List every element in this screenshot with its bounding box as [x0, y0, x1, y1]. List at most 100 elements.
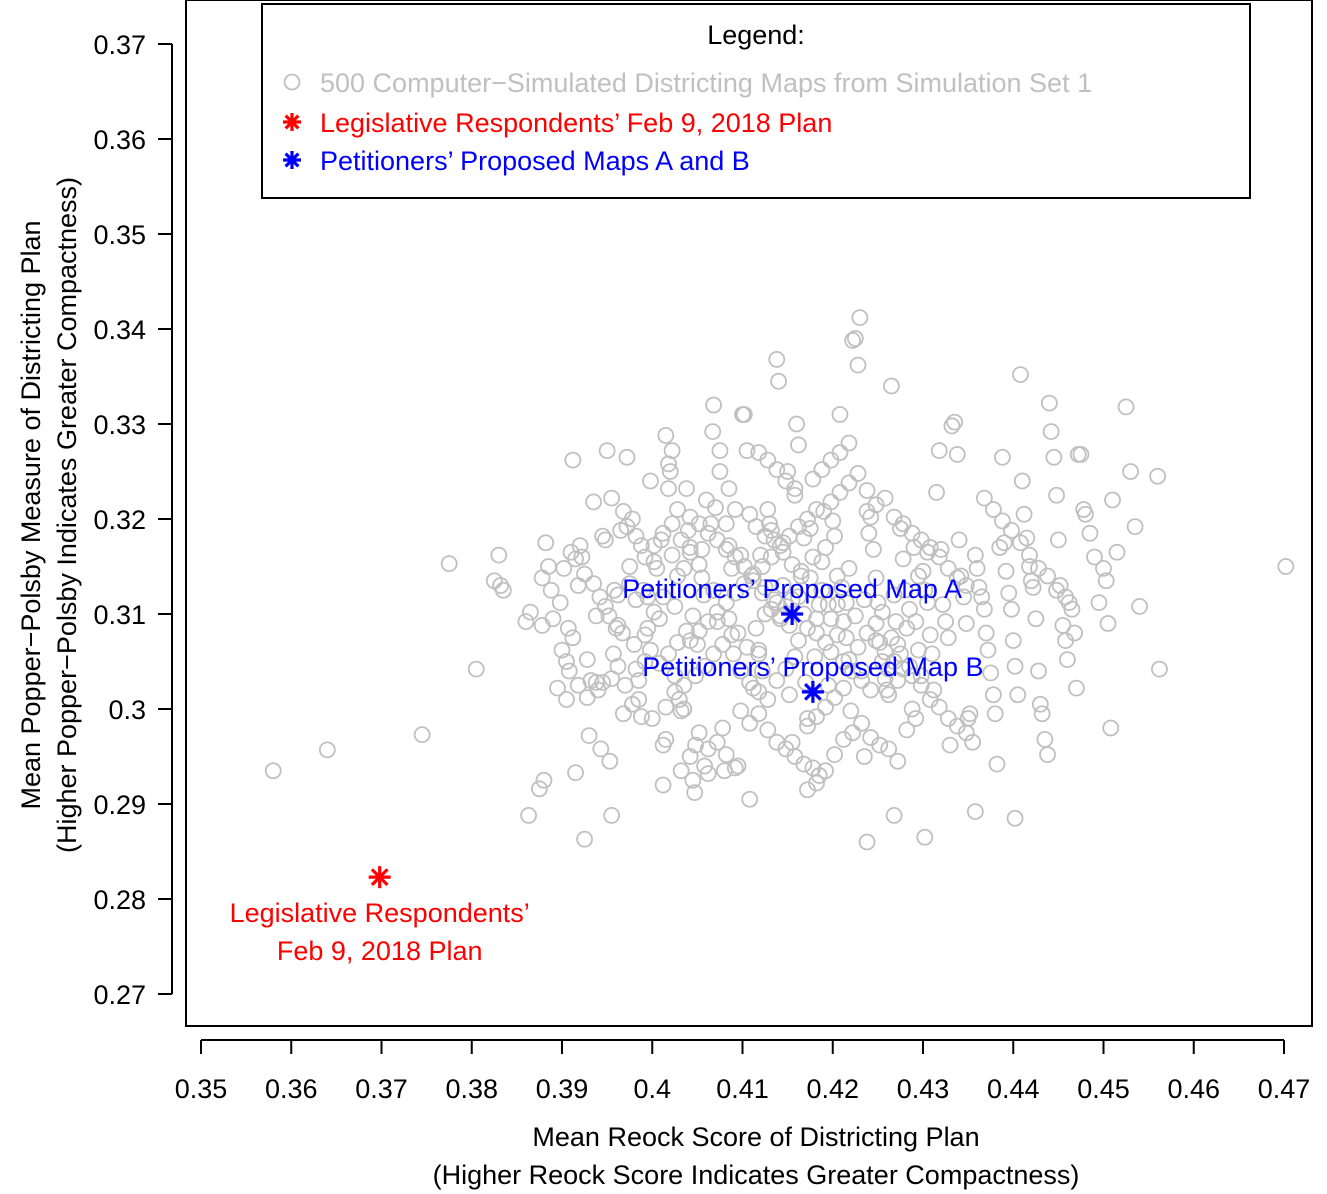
data-point-simulated — [693, 541, 711, 558]
data-point-simulated — [413, 726, 431, 744]
data-point-simulated — [744, 565, 762, 583]
data-point-simulated — [849, 638, 867, 656]
data-point-simulated — [618, 448, 636, 466]
data-point-simulated — [817, 698, 834, 716]
data-point-simulated — [1030, 662, 1047, 680]
data-point-simulated — [984, 501, 1002, 518]
data-point-simulated — [591, 588, 609, 606]
data-point-simulated — [723, 560, 741, 577]
data-point-simulated — [687, 667, 704, 685]
legend-marker-simulated — [283, 73, 301, 91]
data-point-petitioners — [801, 680, 824, 703]
data-point-simulated — [876, 489, 894, 507]
data-point-simulated — [440, 555, 458, 573]
data-point-simulated — [864, 541, 882, 558]
data-point-simulated — [705, 396, 723, 414]
data-point-simulated — [817, 762, 834, 780]
data-point-simulated — [946, 413, 963, 431]
x-axis-title-line2: (Higher Reock Score Indicates Greater Co… — [433, 1160, 1080, 1190]
data-point-simulated — [1004, 632, 1022, 649]
data-point-simulated — [844, 662, 862, 680]
x-tick-label: 0.46 — [1167, 1074, 1220, 1104]
data-point-simulated — [876, 670, 894, 687]
data-point-simulated — [603, 807, 621, 824]
data-point-simulated — [567, 550, 584, 568]
data-point-simulated — [759, 451, 777, 469]
data-point-simulated — [675, 676, 693, 694]
x-tick-label: 0.35 — [175, 1074, 228, 1104]
legend-label-legislative: Legislative Respondents’ Feb 9, 2018 Pla… — [320, 108, 832, 138]
data-point-simulated — [939, 560, 957, 577]
data-point-simulated — [1033, 705, 1051, 723]
data-point-simulated — [855, 591, 873, 609]
data-point-simulated — [594, 527, 612, 545]
data-point-simulated — [995, 534, 1013, 552]
data-point-simulated — [717, 746, 735, 763]
data-point-simulated — [777, 472, 795, 490]
data-point-simulated — [982, 664, 1000, 682]
data-point-simulated — [921, 691, 939, 708]
data-point-simulated — [804, 470, 822, 488]
data-point-simulated — [898, 721, 916, 739]
y-tick-label: 0.36 — [93, 125, 146, 155]
data-point-simulated — [1099, 615, 1117, 632]
data-point-simulated — [840, 651, 858, 668]
data-point-simulated — [795, 755, 813, 773]
data-point-simulated — [627, 527, 645, 545]
data-point-simulated — [750, 641, 768, 659]
data-point-simulated — [695, 586, 713, 604]
data-point-simulated — [643, 710, 661, 727]
data-point-simulated — [896, 581, 914, 599]
data-point-simulated — [585, 493, 602, 511]
data-point-simulated — [752, 546, 769, 564]
data-point-simulated — [544, 610, 562, 628]
data-point-simulated — [717, 515, 735, 533]
data-point-simulated — [732, 662, 750, 680]
data-point-simulated — [801, 569, 819, 587]
data-point-simulated — [916, 828, 934, 846]
x-tick-label: 0.37 — [355, 1074, 408, 1104]
annotation-label: Petitioners’ Proposed Map B — [642, 652, 983, 682]
data-point-simulated — [986, 705, 1004, 723]
data-point-simulated — [672, 702, 690, 720]
data-point-simulated — [1090, 594, 1108, 611]
data-point-simulated — [948, 445, 966, 463]
data-point-simulated — [1013, 472, 1031, 490]
data-point-simulated — [735, 406, 753, 423]
data-point-simulated — [580, 727, 598, 744]
data-point-simulated — [759, 691, 777, 708]
data-point-simulated — [923, 645, 941, 663]
data-point-simulated — [950, 531, 968, 549]
data-point-simulated — [837, 629, 855, 647]
x-tick-label: 0.47 — [1258, 1074, 1311, 1104]
y-tick-label: 0.28 — [93, 885, 146, 915]
data-point-simulated — [1151, 660, 1168, 678]
plot-frame — [185, 0, 1313, 1027]
data-point-simulated — [831, 483, 849, 501]
data-point-simulated — [587, 607, 605, 625]
data-point-simulated — [720, 480, 738, 498]
data-point-simulated — [592, 740, 610, 758]
data-point-simulated — [1108, 543, 1126, 561]
data-point-simulated — [576, 565, 593, 583]
data-point-simulated — [600, 607, 618, 625]
data-point-simulated — [553, 641, 571, 659]
data-point-simulated — [642, 641, 659, 659]
y-tick-label: 0.29 — [93, 790, 146, 820]
data-point-simulated — [707, 499, 724, 517]
legend-marker-legislative — [283, 113, 301, 131]
data-point-simulated — [494, 581, 512, 599]
data-point-simulated — [627, 591, 645, 609]
data-point-simulated — [774, 577, 792, 594]
data-point-simulated — [880, 740, 898, 758]
data-point-simulated — [704, 423, 722, 441]
data-point-simulated — [750, 444, 768, 461]
data-point-simulated — [560, 662, 578, 680]
x-tick-label: 0.41 — [716, 1074, 769, 1104]
data-point-simulated — [799, 619, 816, 637]
data-point-simulated — [786, 748, 804, 765]
y-axis-title-line1: Mean Popper−Polsby Measure of Districtin… — [16, 220, 46, 809]
data-point-simulated — [1097, 572, 1115, 590]
data-point-simulated — [744, 572, 762, 590]
data-point-simulated — [828, 626, 846, 644]
